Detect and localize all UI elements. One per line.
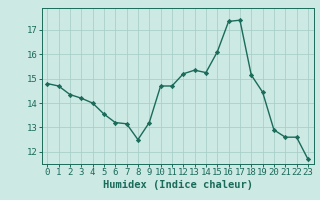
X-axis label: Humidex (Indice chaleur): Humidex (Indice chaleur) bbox=[103, 180, 252, 190]
